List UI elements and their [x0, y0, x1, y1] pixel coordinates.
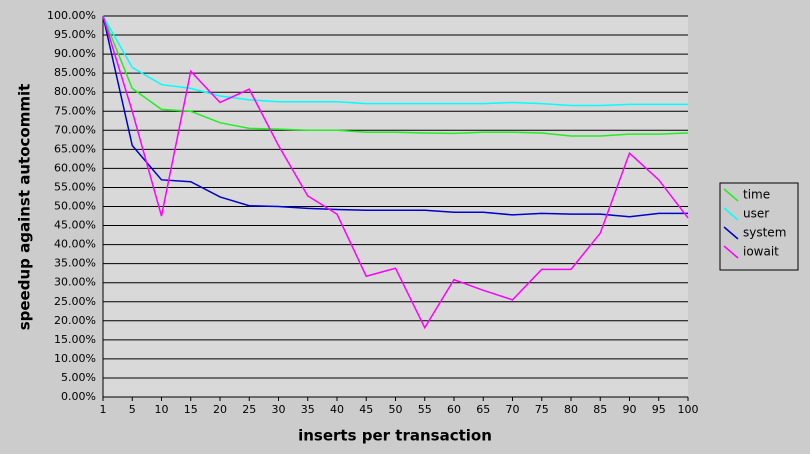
x-tick-label: 75: [535, 403, 549, 416]
x-tick-label: 25: [242, 403, 256, 416]
y-axis-title: speedup against autocommit: [16, 84, 34, 331]
x-tick-label: 65: [476, 403, 490, 416]
x-tick-label: 50: [389, 403, 403, 416]
y-tick-label: 45.00%: [54, 219, 96, 232]
x-tick-label: 60: [447, 403, 461, 416]
y-tick-label: 85.00%: [54, 66, 96, 79]
y-tick-label: 50.00%: [54, 200, 96, 213]
y-tick-label: 55.00%: [54, 180, 96, 193]
y-tick-label: 40.00%: [54, 238, 96, 251]
y-tick-label: 90.00%: [54, 47, 96, 60]
x-tick-label: 85: [593, 403, 607, 416]
x-tick-label: 80: [564, 403, 578, 416]
y-tick-label: 75.00%: [54, 104, 96, 117]
x-tick-label: 90: [623, 403, 637, 416]
y-tick-label: 20.00%: [54, 314, 96, 327]
x-tick-label: 55: [418, 403, 432, 416]
y-tick-label: 65.00%: [54, 142, 96, 155]
legend-label: system: [743, 226, 786, 240]
y-tick-label: 35.00%: [54, 257, 96, 270]
legend-swatch: [723, 245, 739, 259]
x-tick-label: 100: [678, 403, 699, 416]
x-tick-label: 35: [301, 403, 315, 416]
y-tick-label: 10.00%: [54, 352, 96, 365]
legend-label: user: [743, 207, 769, 221]
legend-swatch: [723, 188, 739, 202]
y-tick-label: 95.00%: [54, 28, 96, 41]
y-tick-label: 60.00%: [54, 161, 96, 174]
series-line: [102, 15, 688, 218]
y-tick-label: 15.00%: [54, 333, 96, 346]
y-tick-label: 5.00%: [61, 371, 96, 384]
x-tick-label: 15: [184, 403, 198, 416]
series-line: [102, 15, 689, 137]
x-tick-label: 30: [272, 403, 286, 416]
x-tick-label: 40: [330, 403, 344, 416]
x-tick-label: 5: [129, 403, 136, 416]
legend-label: time: [743, 188, 770, 202]
y-tick-label: 70.00%: [54, 123, 96, 136]
y-tick-label: 0.00%: [61, 390, 96, 403]
x-tick-label: 20: [213, 403, 227, 416]
x-tick-label: 70: [506, 403, 520, 416]
legend-swatch: [723, 226, 739, 240]
series-line: [102, 15, 689, 330]
y-tick-label: 30.00%: [54, 276, 96, 289]
series-line: [102, 15, 688, 107]
legend-swatch: [723, 207, 739, 221]
x-tick-label: 45: [359, 403, 373, 416]
y-tick-label: 25.00%: [54, 295, 96, 308]
x-axis-title: inserts per transaction: [298, 427, 492, 445]
y-tick-label: 100.00%: [47, 9, 96, 22]
x-tick-label: 1: [100, 403, 107, 416]
x-tick-label: 95: [652, 403, 666, 416]
y-tick-label: 80.00%: [54, 85, 96, 98]
legend-label: iowait: [743, 245, 779, 259]
x-tick-label: 10: [155, 403, 169, 416]
